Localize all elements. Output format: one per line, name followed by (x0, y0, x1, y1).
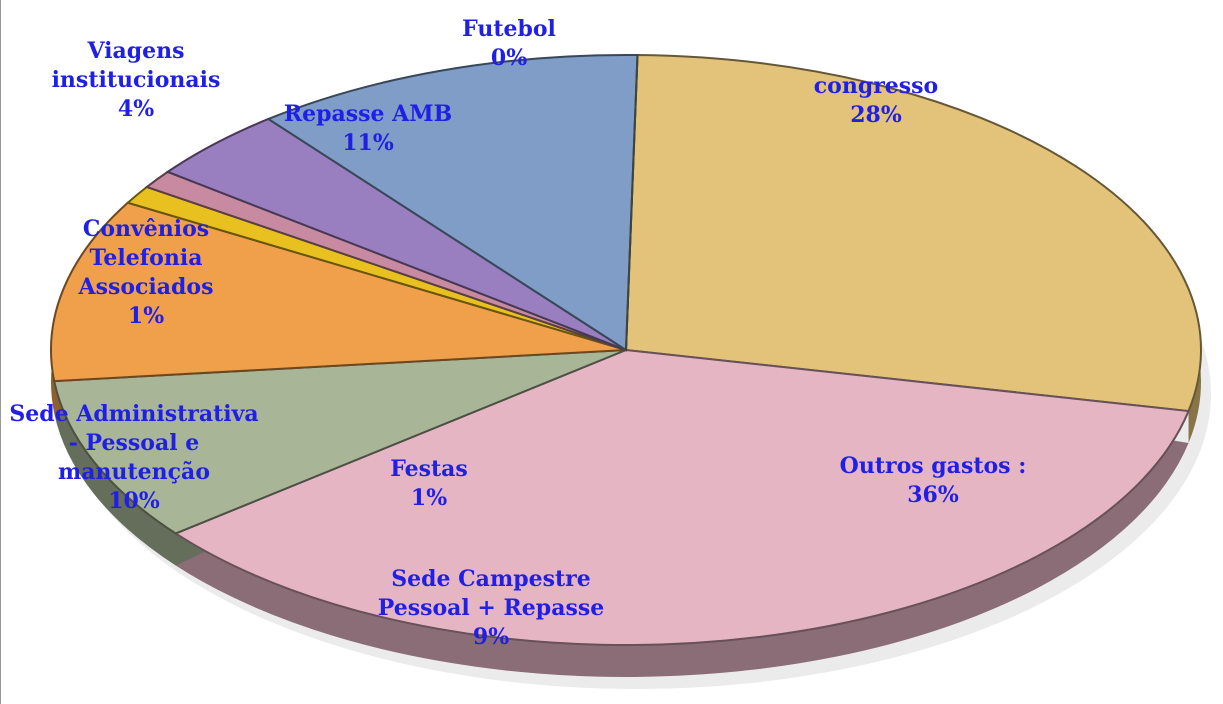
slice (173, 348, 1190, 646)
category-name: Repasse AMB (283, 101, 453, 127)
value-label: 1% (127, 303, 165, 329)
value-label: 4% (117, 96, 155, 122)
slice-label: Sede Campestre Pessoal + Repasse 9% (371, 565, 611, 652)
category-name: Sede Campestre Pessoal + Repasse (377, 566, 605, 621)
category-name: Outros gastos : (839, 453, 1027, 479)
value-label: 11% (342, 130, 394, 156)
slice-label: Futebol 0% (439, 15, 579, 73)
slice-label: Sede Administrativa - Pessoal e manutenç… (9, 400, 259, 516)
category-name: congresso (813, 73, 939, 99)
slice (624, 54, 1203, 413)
category-name: Futebol (462, 16, 556, 42)
value-label: 36% (907, 482, 959, 508)
slice-label: Viagens institucionais 4% (21, 37, 251, 124)
value-label: 1% (410, 485, 448, 511)
slice-label: Outros gastos : 36% (803, 452, 1063, 510)
slice (50, 201, 627, 383)
value-label: 0% (490, 45, 528, 71)
slice-label: Festas 1% (369, 455, 489, 513)
value-label: 9% (472, 624, 510, 650)
category-name: Sede Administrativa - Pessoal e manutenç… (9, 401, 259, 485)
category-name: Viagens institucionais (51, 38, 221, 93)
slice-label: Repasse AMB 11% (268, 100, 468, 158)
slice (625, 55, 639, 351)
category-name: Convênios Telefonia Associados (78, 216, 214, 300)
slice (266, 54, 639, 352)
value-label: 10% (108, 488, 160, 514)
slice-label: congresso 28% (776, 72, 976, 130)
value-label: 28% (850, 102, 902, 128)
slice-label: Convênios Telefonia Associados 1% (56, 215, 236, 331)
slice (52, 349, 627, 535)
category-name: Festas (390, 456, 468, 482)
